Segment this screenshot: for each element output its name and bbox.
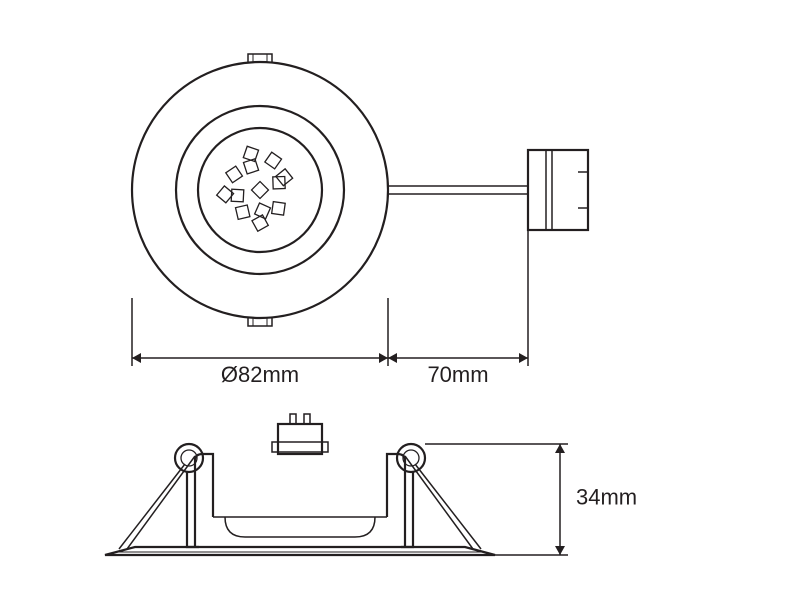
arrow-head — [519, 353, 528, 363]
bezel-side — [105, 547, 495, 555]
connector-base — [272, 442, 328, 452]
housing-side — [195, 454, 405, 547]
arrow-head — [132, 353, 141, 363]
body-inner-curve — [225, 517, 375, 537]
dim-diameter: Ø82mm — [221, 362, 299, 387]
dim-wire: 70mm — [427, 362, 488, 387]
driver-box — [528, 150, 588, 230]
connector-pins — [290, 414, 310, 424]
arrow-up — [555, 444, 565, 453]
dim-height: 34mm — [576, 485, 637, 510]
hinge-right — [397, 444, 425, 472]
arrow-head — [388, 353, 397, 363]
hinge-left — [175, 444, 203, 472]
spring-arm-b-left — [119, 464, 185, 549]
spring-arm-a-left — [127, 456, 195, 549]
bezel-outer — [132, 62, 388, 318]
hinge-bracket-left — [187, 472, 199, 547]
hinge-bracket-right — [401, 472, 413, 547]
arrow-down — [555, 546, 565, 555]
connector-block — [278, 424, 322, 454]
arrow-head — [379, 353, 388, 363]
spring-arm-a-right — [405, 456, 473, 549]
spring-arm-b-right — [415, 464, 481, 549]
